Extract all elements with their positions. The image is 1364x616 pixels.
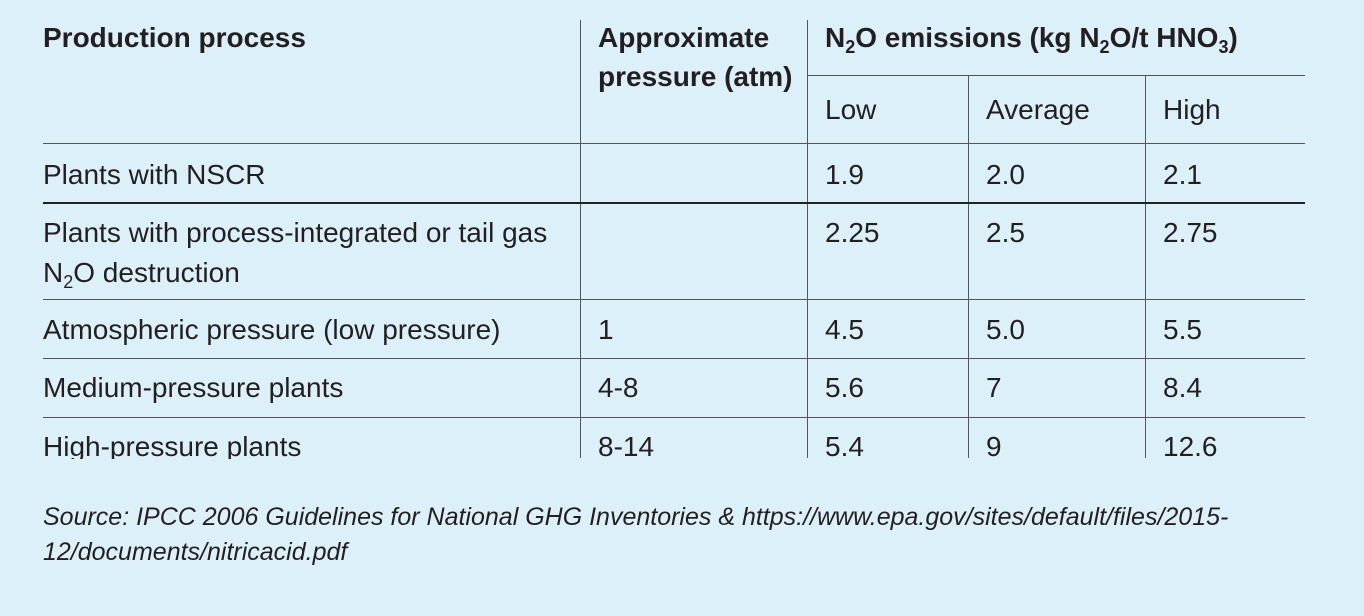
cell: 9 (986, 431, 1002, 462)
cell: 12.6 (1163, 431, 1218, 462)
cell: 4-8 (598, 372, 639, 403)
cell: Plants with NSCR (43, 159, 266, 190)
cell: High-pressure plants (43, 431, 302, 462)
subscript: 3 (1218, 37, 1229, 57)
cell: 8-14 (598, 431, 655, 462)
cell: 1 (598, 314, 614, 345)
header-cell: Low (825, 94, 877, 125)
subscript: 2 (845, 37, 856, 57)
cell: 2.1 (1163, 159, 1202, 190)
cell: Atmospheric pressure (low pressure) (43, 314, 501, 345)
row-rule (43, 202, 1305, 204)
cell-text: O destruction (73, 257, 240, 288)
row-rule (43, 299, 1305, 300)
header-text: N (825, 22, 846, 53)
cell: Medium-pressure plants (43, 372, 344, 403)
subscript: 2 (1099, 37, 1110, 57)
row-rule (43, 358, 1305, 359)
header-text: O/t HNO (1109, 22, 1219, 53)
cell: 5.0 (986, 314, 1025, 345)
cell: 2.0 (986, 159, 1025, 190)
cell: 2.5 (986, 217, 1025, 248)
column-rule (968, 75, 969, 458)
cell: 5.6 (825, 372, 864, 403)
row-rule (807, 75, 1305, 76)
column-rule (580, 20, 581, 458)
column-rule (807, 20, 808, 458)
source-note: Source: IPCC 2006 Guidelines for Nationa… (43, 503, 1229, 566)
column-rule (1145, 75, 1146, 458)
header-text: O emissions (kg N (855, 22, 1100, 53)
cell: 1.9 (825, 159, 864, 190)
cell: 5.5 (1163, 314, 1202, 345)
cell: 2.25 (825, 217, 880, 248)
cell: 7 (986, 372, 1002, 403)
header-cell: Average (986, 94, 1090, 125)
header-cell: N2O emissions (kg N2O/t HNO3) (825, 18, 1238, 58)
cell: 4.5 (825, 314, 864, 345)
header-cell: Production process (43, 22, 306, 53)
row-rule (43, 143, 1305, 144)
header-text: ) (1228, 22, 1238, 53)
row-rule (43, 417, 1305, 418)
cell: 2.75 (1163, 217, 1218, 248)
subscript: 2 (63, 272, 74, 292)
cell: 5.4 (825, 431, 864, 462)
crop-mask (0, 459, 1364, 489)
cell: 8.4 (1163, 372, 1202, 403)
header-cell: High (1163, 94, 1221, 125)
header-cell: Approximate pressure (atm) (598, 22, 793, 92)
cell-text: Plants with process-integrated or tail g… (43, 217, 548, 288)
cell: Plants with process-integrated or tail g… (43, 213, 563, 293)
